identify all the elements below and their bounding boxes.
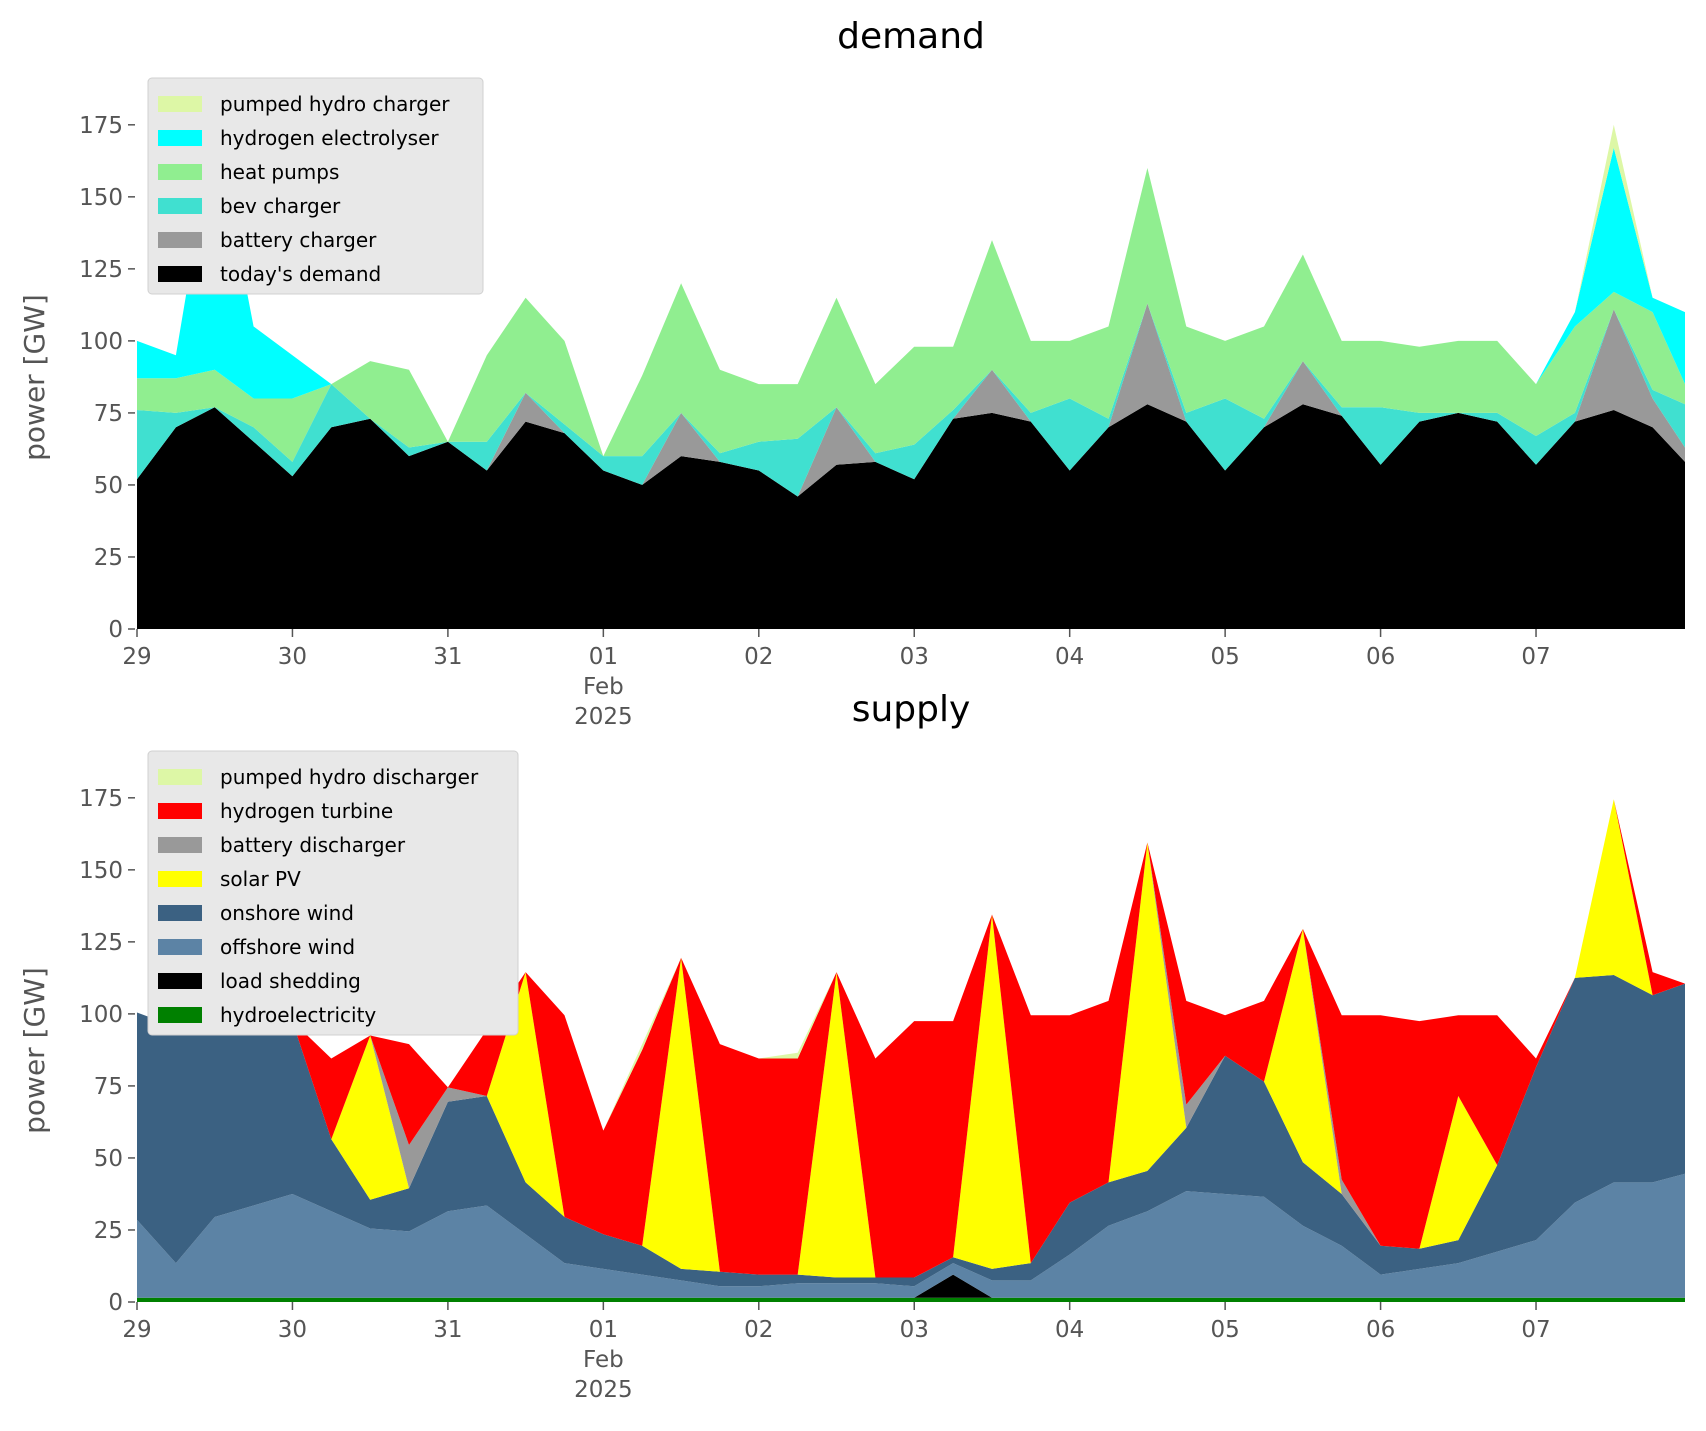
legend-label: pumped hydro discharger bbox=[220, 765, 479, 789]
area bbox=[137, 799, 1685, 1278]
y-tick-label: 125 bbox=[79, 930, 123, 956]
area bbox=[137, 303, 1685, 497]
legend-label: pumped hydro charger bbox=[220, 92, 450, 116]
legend-swatch bbox=[158, 939, 202, 955]
area bbox=[137, 1173, 1685, 1298]
x-tick-label: 01 Feb 2025 bbox=[574, 644, 633, 730]
x-tick-label: 04 bbox=[1055, 1317, 1084, 1343]
x-tick-label: 02 bbox=[744, 1317, 773, 1343]
legend-swatch bbox=[158, 769, 202, 785]
legend-swatch bbox=[158, 905, 202, 921]
x-tick-label: 03 bbox=[900, 644, 929, 670]
y-tick-label: 50 bbox=[94, 473, 123, 499]
legend-swatch bbox=[158, 96, 202, 112]
y-tick-label: 100 bbox=[79, 329, 123, 355]
legend-label: bev charger bbox=[220, 194, 341, 218]
legend-swatch bbox=[158, 973, 202, 989]
y-tick-label: 175 bbox=[79, 786, 123, 812]
x-tick-label: 31 bbox=[433, 1317, 462, 1343]
x-tick-label: 04 bbox=[1055, 644, 1084, 670]
legend-swatch bbox=[158, 266, 202, 282]
legend-swatch bbox=[158, 871, 202, 887]
legend-label: hydrogen electrolyser bbox=[220, 126, 439, 150]
legend-label: heat pumps bbox=[220, 160, 339, 184]
legend-label: solar PV bbox=[220, 867, 301, 891]
x-tick-label: 07 bbox=[1521, 1317, 1550, 1343]
x-tick-label: 29 bbox=[122, 1317, 151, 1343]
y-tick-label: 100 bbox=[79, 1002, 123, 1028]
x-tick-label: 07 bbox=[1521, 644, 1550, 670]
legend-box bbox=[147, 750, 519, 1036]
x-tick-label: 01 Feb 2025 bbox=[574, 1317, 633, 1403]
x-tick-label: 05 bbox=[1210, 1317, 1239, 1343]
legend-label: hydrogen turbine bbox=[220, 799, 393, 823]
legend: pumped hydro charger hydrogen electrolyse… bbox=[147, 77, 484, 295]
legend-label: battery charger bbox=[220, 228, 377, 252]
legend-label: today's demand bbox=[220, 262, 381, 286]
area bbox=[137, 404, 1685, 629]
y-tick-label: 25 bbox=[94, 545, 123, 571]
area bbox=[137, 168, 1685, 462]
legend-label: hydroelectricity bbox=[220, 1003, 376, 1027]
legend-swatch bbox=[158, 1007, 202, 1023]
y-tick-label: 150 bbox=[79, 858, 123, 884]
legend-swatch bbox=[158, 130, 202, 146]
x-tick-label: 06 bbox=[1366, 1317, 1395, 1343]
y-tick-label: 0 bbox=[108, 617, 123, 643]
x-tick-label: 30 bbox=[278, 1317, 307, 1343]
legend-box bbox=[147, 77, 484, 295]
x-tick-label: 06 bbox=[1366, 644, 1395, 670]
chart-title: supply bbox=[852, 689, 971, 730]
legend-swatch bbox=[158, 232, 202, 248]
legend-swatch bbox=[158, 837, 202, 853]
x-tick-label: 31 bbox=[433, 644, 462, 670]
legend-label: offshore wind bbox=[220, 935, 355, 959]
legend-swatch bbox=[158, 198, 202, 214]
x-tick-label: 02 bbox=[744, 644, 773, 670]
area bbox=[137, 1297, 1685, 1302]
legend-swatch bbox=[158, 164, 202, 180]
y-axis-label: power [GW] bbox=[18, 967, 51, 1134]
legend-label: battery discharger bbox=[220, 833, 406, 857]
x-tick-label: 05 bbox=[1210, 644, 1239, 670]
chart-title: demand bbox=[837, 16, 985, 57]
area bbox=[137, 799, 1685, 1278]
x-tick-label: 03 bbox=[900, 1317, 929, 1343]
legend-label: onshore wind bbox=[220, 901, 354, 925]
legend-label: load shedding bbox=[220, 969, 361, 993]
area bbox=[137, 975, 1685, 1287]
y-tick-label: 75 bbox=[94, 401, 123, 427]
legend-swatch bbox=[158, 803, 202, 819]
y-tick-label: 50 bbox=[94, 1146, 123, 1172]
y-tick-label: 75 bbox=[94, 1074, 123, 1100]
y-tick-label: 125 bbox=[79, 257, 123, 283]
y-tick-label: 175 bbox=[79, 113, 123, 139]
y-axis-label: power [GW] bbox=[18, 294, 51, 461]
y-tick-label: 25 bbox=[94, 1218, 123, 1244]
y-tick-label: 150 bbox=[79, 185, 123, 211]
y-tick-label: 0 bbox=[108, 1290, 123, 1316]
x-tick-label: 30 bbox=[278, 644, 307, 670]
x-tick-label: 29 bbox=[122, 644, 151, 670]
legend: pumped hydro discharger hydrogen turbine b… bbox=[147, 750, 519, 1036]
